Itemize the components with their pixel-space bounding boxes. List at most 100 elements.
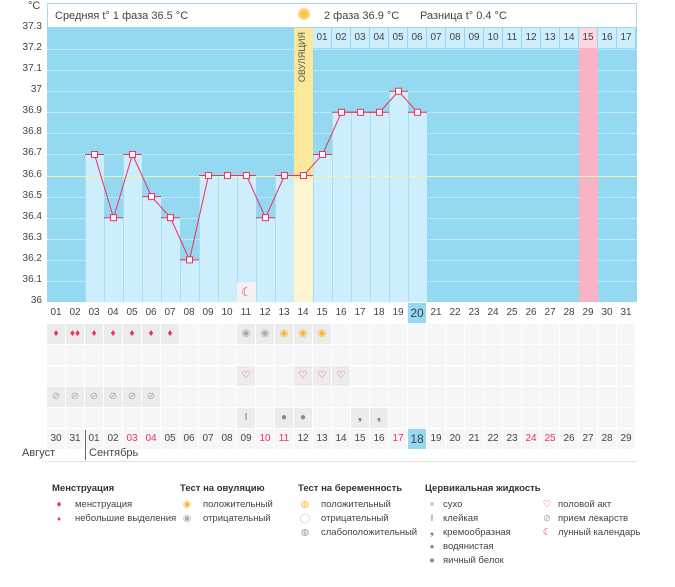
day-cell[interactable] [465,324,483,344]
day-cell[interactable]: ⊘ [142,387,160,407]
day-cell[interactable] [218,366,236,386]
day-cell[interactable] [617,366,635,386]
day-cell[interactable] [47,345,65,365]
calendar-date[interactable]: 10 [256,429,274,449]
calendar-date[interactable]: 26 [560,429,578,449]
cycle-day[interactable]: 12 [256,303,274,323]
day-cell[interactable] [579,387,597,407]
day-cell[interactable] [351,345,369,365]
calendar-date[interactable]: 14 [332,429,350,449]
day-cell[interactable] [237,345,255,365]
day-cell[interactable] [503,366,521,386]
day-cell[interactable] [408,366,426,386]
cycle-day[interactable]: 11 [237,303,255,323]
cycle-day[interactable]: 17 [351,303,369,323]
calendar-date[interactable]: 29 [617,429,635,449]
day-cell[interactable] [484,345,502,365]
calendar-date[interactable]: 09 [237,429,255,449]
day-cell[interactable] [598,324,616,344]
day-cell[interactable]: ● [275,408,293,428]
day-cell[interactable] [446,366,464,386]
day-cell[interactable] [313,345,331,365]
day-cell[interactable]: ⊘ [104,387,122,407]
day-cell[interactable] [351,366,369,386]
calendar-date[interactable]: 30 [47,429,65,449]
day-cell[interactable] [351,324,369,344]
day-cell[interactable] [522,408,540,428]
calendar-date[interactable]: 25 [541,429,559,449]
day-cell[interactable] [218,324,236,344]
day-cell[interactable] [617,408,635,428]
day-cell[interactable] [275,366,293,386]
day-cell[interactable]: ◉ [294,324,312,344]
day-cell[interactable] [332,324,350,344]
cycle-day[interactable]: 20 [408,303,426,323]
day-cell[interactable] [123,408,141,428]
day-cell[interactable] [579,345,597,365]
day-cell[interactable] [522,387,540,407]
day-cell[interactable] [560,387,578,407]
day-cell[interactable] [408,408,426,428]
day-cell[interactable] [370,387,388,407]
day-cell[interactable] [541,366,559,386]
day-cell[interactable]: ♦ [161,324,179,344]
cycle-day[interactable]: 28 [560,303,578,323]
temperature-point[interactable] [205,172,212,180]
day-cell[interactable] [560,324,578,344]
day-cell[interactable] [142,345,160,365]
day-cell[interactable] [180,366,198,386]
cycle-day[interactable]: 10 [218,303,236,323]
day-cell[interactable]: ◉ [237,324,255,344]
calendar-date[interactable]: 31 [66,429,84,449]
day-cell[interactable] [332,408,350,428]
calendar-date[interactable]: 01 [85,429,103,449]
day-cell[interactable] [598,345,616,365]
day-cell[interactable] [199,387,217,407]
day-cell[interactable] [541,324,559,344]
cycle-day[interactable]: 19 [389,303,407,323]
cycle-day[interactable]: 18 [370,303,388,323]
day-cell[interactable] [294,387,312,407]
day-cell[interactable]: ⊘ [85,387,103,407]
day-cell[interactable] [598,408,616,428]
calendar-date[interactable]: 18 [408,429,426,449]
temperature-point[interactable] [395,87,402,95]
day-cell[interactable] [446,324,464,344]
day-cell[interactable]: ♡ [237,366,255,386]
calendar-date[interactable]: 22 [484,429,502,449]
day-cell[interactable] [560,366,578,386]
cycle-day[interactable]: 07 [161,303,179,323]
day-cell[interactable] [161,387,179,407]
cycle-day[interactable]: 08 [180,303,198,323]
day-cell[interactable]: ♡ [313,366,331,386]
temperature-point[interactable] [91,150,98,158]
day-cell[interactable] [579,408,597,428]
day-cell[interactable] [503,387,521,407]
day-cell[interactable] [522,345,540,365]
temperature-point[interactable] [281,172,288,180]
calendar-date[interactable]: 23 [503,429,521,449]
day-cell[interactable] [161,366,179,386]
day-cell[interactable] [389,366,407,386]
day-cell[interactable] [370,324,388,344]
day-cell[interactable] [370,366,388,386]
day-cell[interactable] [389,408,407,428]
temperature-point[interactable] [186,256,193,264]
day-cell[interactable] [218,345,236,365]
day-cell[interactable] [47,408,65,428]
cycle-day[interactable]: 16 [332,303,350,323]
day-cell[interactable] [541,387,559,407]
day-cell[interactable] [446,408,464,428]
day-cell[interactable] [199,408,217,428]
calendar-date[interactable]: 04 [142,429,160,449]
cycle-day[interactable]: 09 [199,303,217,323]
day-cell[interactable] [484,408,502,428]
calendar-date[interactable]: 20 [446,429,464,449]
temperature-point[interactable] [167,214,174,222]
cycle-day[interactable]: 30 [598,303,616,323]
temperature-point[interactable] [338,108,345,116]
day-cell[interactable] [161,345,179,365]
cycle-day[interactable]: 02 [66,303,84,323]
calendar-date[interactable]: 02 [104,429,122,449]
cycle-day[interactable]: 14 [294,303,312,323]
